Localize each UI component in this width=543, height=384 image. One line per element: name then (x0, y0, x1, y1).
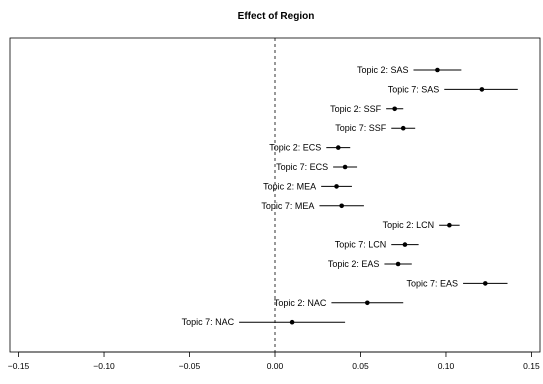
estimate-row: Topic 7: ECS (276, 162, 358, 172)
estimate-label: Topic 7: EAS (407, 278, 459, 288)
estimate-label: Topic 2: NAC (274, 298, 327, 308)
estimate-label: Topic 7: MEA (261, 201, 314, 211)
estimate-row: Topic 2: ECS (269, 143, 351, 153)
point-estimate (400, 125, 406, 131)
estimate-row: Topic 2: LCN (383, 220, 460, 230)
estimate-label: Topic 2: EAS (328, 259, 380, 269)
estimate-label: Topic 7: SAS (388, 84, 440, 94)
point-estimate (479, 87, 485, 92)
x-axis: −0.15 −0.10 −0.05 0.00 0.05 0.10 0.15 (8, 351, 540, 371)
point-estimate (342, 164, 348, 170)
estimate-row: Topic 2: MEA (263, 181, 352, 191)
estimate-row: Topic 7: SAS (388, 84, 518, 94)
x-tick-label: 0.15 (523, 361, 540, 371)
point-estimate (482, 281, 488, 286)
estimate-row: Topic 7: MEA (261, 201, 364, 211)
point-estimate (365, 300, 370, 306)
estimate-row: Topic 2: SAS (357, 65, 462, 75)
estimate-row: Topic 2: SSF (330, 104, 404, 114)
x-tick-label: 0.10 (438, 361, 455, 371)
estimate-label: Topic 7: LCN (335, 240, 387, 250)
x-tick-label: 0.05 (352, 361, 369, 371)
point-estimate (395, 261, 401, 267)
x-tick-label: −0.15 (8, 361, 30, 371)
point-estimate (289, 319, 295, 325)
x-tick-label: −0.05 (179, 361, 201, 371)
estimate-label: Topic 2: LCN (383, 220, 435, 230)
point-estimate (447, 222, 452, 228)
estimate-label: Topic 2: SAS (357, 65, 409, 75)
estimate-label: Topic 7: SSF (335, 123, 387, 133)
point-estimate (339, 203, 344, 209)
x-tick-label: −0.10 (93, 361, 115, 371)
estimate-label: Topic 2: ECS (269, 143, 321, 153)
estimate-marks: Topic 2: SAS Topic 7: SAS Topic 2: SSF Topi… (182, 65, 518, 327)
point-estimate (392, 106, 397, 112)
point-estimate (334, 184, 339, 189)
point-estimate (435, 67, 440, 73)
estimate-row: Topic 7: LCN (335, 240, 419, 250)
estimate-label: Topic 7: ECS (276, 162, 328, 172)
x-tick-label: 0.00 (267, 361, 284, 371)
estimate-row: Topic 7: EAS (407, 278, 508, 288)
estimate-row: Topic 2: NAC (274, 298, 404, 308)
point-estimate (402, 242, 408, 247)
estimate-label: Topic 2: SSF (330, 104, 382, 114)
estimate-row: Topic 7: NAC (182, 317, 346, 327)
chart-title: Effect of Region (238, 11, 315, 22)
estimate-row: Topic 2: EAS (328, 259, 412, 269)
point-estimate (335, 145, 341, 150)
estimate-label: Topic 2: MEA (263, 181, 316, 191)
estimate-label: Topic 7: NAC (182, 317, 235, 327)
estimate-row: Topic 7: SSF (335, 123, 416, 133)
